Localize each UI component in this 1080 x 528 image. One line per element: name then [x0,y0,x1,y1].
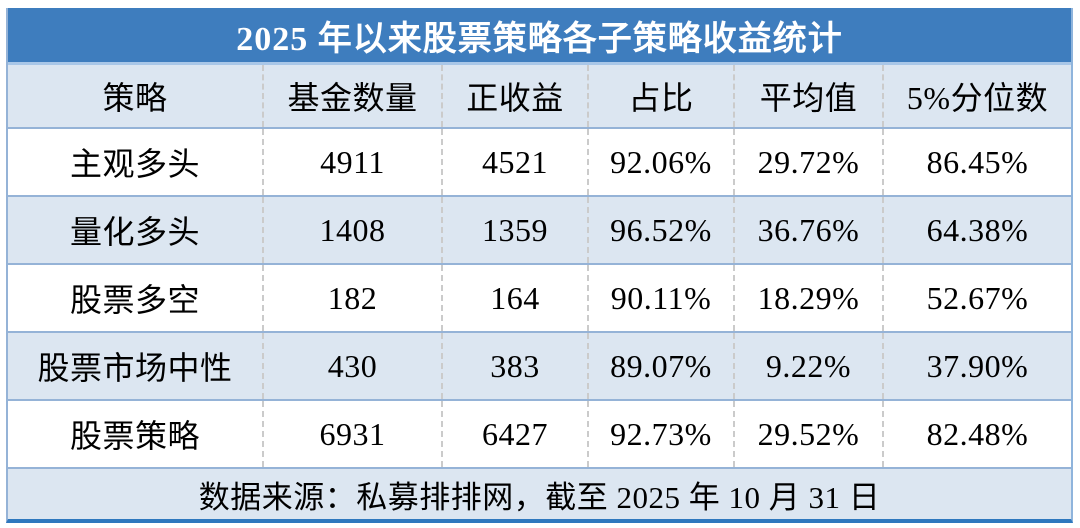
average-cell: 29.52% [733,401,882,467]
table-title: 2025 年以来股票策略各子策略收益统计 [8,8,1071,65]
strategy-name-cell: 量化多头 [69,214,200,250]
returns-statistics-table: 2025 年以来股票策略各子策略收益统计 策略 基金数量 正收益 占比 平均值 … [6,8,1073,523]
header-row: 策略 基金数量 正收益 占比 平均值 5%分位数 [8,65,1071,127]
strategy-name-cell: 股票策略 [69,418,200,454]
average-cell: 29.72% [733,129,882,195]
quantile-cell: 52.67% [882,265,1071,331]
proportion-cell: 92.73% [587,401,733,467]
strategy-name-cell: 股票市场中性 [37,350,233,386]
fund-count-cell: 1408 [262,197,441,263]
fund-count-cell: 430 [262,333,441,399]
column-header-average: 平均值 [733,65,882,127]
strategy-name-cell: 股票多空 [69,282,200,318]
column-header-positive-return: 正收益 [441,65,587,127]
average-cell: 18.29% [733,265,882,331]
positive-return-cell: 164 [441,265,587,331]
strategy-name-cell: 主观多头 [69,146,200,182]
column-header-strategy: 策略 [102,80,168,116]
fund-count-cell: 6931 [262,401,441,467]
data-source-note: 数据来源：私募排排网，截至 2025 年 10 月 31 日 [8,467,1071,519]
fund-count-cell: 4911 [262,129,441,195]
average-cell: 36.76% [733,197,882,263]
quantile-cell: 86.45% [882,129,1071,195]
quantile-cell: 64.38% [882,197,1071,263]
column-header-fund-count: 基金数量 [262,65,441,127]
quantile-cell: 82.48% [882,401,1071,467]
positive-return-cell: 1359 [441,197,587,263]
quantile-cell: 37.90% [882,333,1071,399]
positive-return-cell: 383 [441,333,587,399]
column-header-proportion: 占比 [587,65,733,127]
table-row-subjective-long: 主观多头 4911 4521 92.06% 29.72% 86.45% [8,127,1071,195]
positive-return-cell: 6427 [441,401,587,467]
column-header-5pct-quantile: 5%分位数 [882,65,1071,127]
table-row-stock-strategy-total: 股票策略 6931 6427 92.73% 29.52% 82.48% [8,399,1071,467]
average-cell: 9.22% [733,333,882,399]
proportion-cell: 89.07% [587,333,733,399]
proportion-cell: 92.06% [587,129,733,195]
table-row-market-neutral: 股票市场中性 430 383 89.07% 9.22% 37.90% [8,331,1071,399]
positive-return-cell: 4521 [441,129,587,195]
proportion-cell: 90.11% [587,265,733,331]
fund-count-cell: 182 [262,265,441,331]
table-row-quant-long: 量化多头 1408 1359 96.52% 36.76% 64.38% [8,195,1071,263]
table-row-long-short: 股票多空 182 164 90.11% 18.29% 52.67% [8,263,1071,331]
proportion-cell: 96.52% [587,197,733,263]
